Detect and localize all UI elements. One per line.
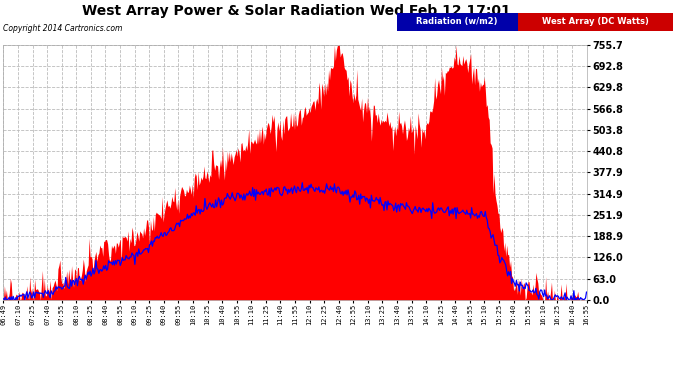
- Text: West Array Power & Solar Radiation Wed Feb 12 17:01: West Array Power & Solar Radiation Wed F…: [82, 4, 511, 18]
- Text: Copyright 2014 Cartronics.com: Copyright 2014 Cartronics.com: [3, 24, 123, 33]
- Text: West Array (DC Watts): West Array (DC Watts): [542, 17, 649, 26]
- Text: Radiation (w/m2): Radiation (w/m2): [416, 17, 498, 26]
